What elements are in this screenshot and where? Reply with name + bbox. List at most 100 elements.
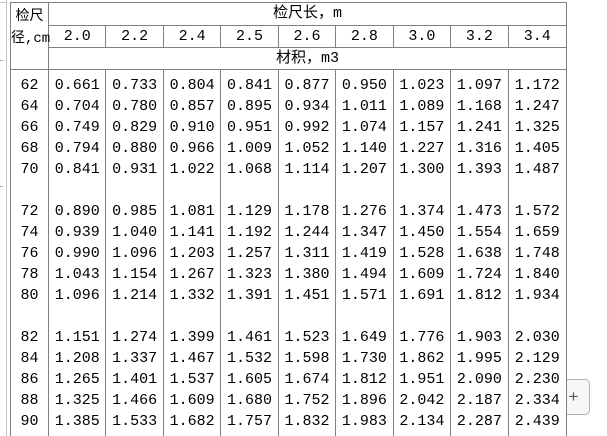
diameter-value: 78 bbox=[20, 266, 39, 283]
length-col-header: 3.2 bbox=[451, 26, 509, 47]
volume-value: 1.680 bbox=[227, 392, 273, 409]
group-spacer-line bbox=[164, 306, 220, 327]
volume-value: 1.983 bbox=[341, 413, 387, 430]
length-col-header: 2.8 bbox=[336, 26, 394, 47]
group-spacer-line bbox=[279, 306, 335, 327]
volume-value: 1.494 bbox=[341, 266, 387, 283]
volume-value: 1.332 bbox=[169, 287, 215, 304]
volume-value: 0.890 bbox=[54, 203, 100, 220]
volume-value: 0.950 bbox=[341, 77, 387, 94]
volume-value: 0.780 bbox=[112, 98, 158, 115]
volume-value: 0.857 bbox=[169, 98, 215, 115]
volume-value: 1.081 bbox=[169, 203, 215, 220]
group-spacer-line bbox=[106, 306, 162, 327]
volume-value: 1.450 bbox=[399, 224, 445, 241]
volume-value: 1.659 bbox=[514, 224, 560, 241]
volume-value: 1.316 bbox=[456, 140, 502, 157]
volume-value: 0.661 bbox=[54, 77, 100, 94]
volume-value: 1.467 bbox=[169, 350, 215, 367]
volume-value: 1.276 bbox=[341, 203, 387, 220]
length-col-header: 2.4 bbox=[164, 26, 222, 47]
volume-value: 1.009 bbox=[227, 140, 273, 157]
volume-value: 1.461 bbox=[227, 329, 273, 346]
volume-value: 0.985 bbox=[112, 203, 158, 220]
volume-value: 1.040 bbox=[112, 224, 158, 241]
volume-value: 1.385 bbox=[54, 413, 100, 430]
volume-value: 1.674 bbox=[284, 371, 330, 388]
volume-value: 0.794 bbox=[54, 140, 100, 157]
volume-value: 2.439 bbox=[514, 413, 560, 430]
volume-value: 2.287 bbox=[456, 413, 502, 430]
volume-value: 1.812 bbox=[341, 371, 387, 388]
volume-value: 1.724 bbox=[456, 266, 502, 283]
volume-value: 1.089 bbox=[399, 98, 445, 115]
left-frame-tick-mid bbox=[0, 60, 3, 61]
volume-value: 1.903 bbox=[456, 329, 502, 346]
volume-value: 1.571 bbox=[341, 287, 387, 304]
volume-value: 1.192 bbox=[227, 224, 273, 241]
volume-value: 1.151 bbox=[54, 329, 100, 346]
volume-value: 1.638 bbox=[456, 245, 502, 262]
volume-value: 1.405 bbox=[514, 140, 560, 157]
group-spacer-line bbox=[509, 306, 566, 327]
volume-value: 1.896 bbox=[341, 392, 387, 409]
volume-value: 1.528 bbox=[399, 245, 445, 262]
volume-value: 1.451 bbox=[284, 287, 330, 304]
volume-value: 1.752 bbox=[284, 392, 330, 409]
volume-value: 1.572 bbox=[514, 203, 560, 220]
volume-value: 1.951 bbox=[399, 371, 445, 388]
volume-value: 0.934 bbox=[284, 98, 330, 115]
diameter-value: 86 bbox=[20, 371, 39, 388]
left-frame-edge-line bbox=[6, 0, 7, 436]
volume-value: 0.931 bbox=[112, 161, 158, 178]
group-spacer-line bbox=[509, 180, 566, 201]
group-spacer-line bbox=[11, 180, 48, 201]
diameter-header-line1: 检尺 bbox=[15, 9, 44, 25]
volume-value: 1.682 bbox=[169, 413, 215, 430]
volume-value: 1.337 bbox=[112, 350, 158, 367]
volume-value: 2.042 bbox=[399, 392, 445, 409]
volume-value: 1.757 bbox=[227, 413, 273, 430]
volume-value: 2.134 bbox=[399, 413, 445, 430]
volume-value: 1.154 bbox=[112, 266, 158, 283]
volume-value: 0.951 bbox=[227, 119, 273, 136]
volume-column: 1.172 1.247 1.325 1.405 1.487 1.572 1.659 1.748… bbox=[509, 70, 566, 436]
volume-value: 1.532 bbox=[227, 350, 273, 367]
volume-column: 1.023 1.089 1.157 1.227 1.300 1.374 1.450 1.528… bbox=[394, 70, 452, 436]
group-spacer-line bbox=[106, 180, 162, 201]
volume-value: 2.030 bbox=[514, 329, 560, 346]
volume-value: 1.265 bbox=[54, 371, 100, 388]
volume-value: 1.274 bbox=[112, 329, 158, 346]
volume-value: 1.011 bbox=[341, 98, 387, 115]
volume-value: 1.401 bbox=[112, 371, 158, 388]
volume-value: 1.812 bbox=[456, 287, 502, 304]
volume-value: 0.804 bbox=[169, 77, 215, 94]
volume-value: 1.325 bbox=[54, 392, 100, 409]
volume-value: 1.214 bbox=[112, 287, 158, 304]
volume-header-cell: 材积，m3 bbox=[49, 48, 566, 70]
diameter-value: 76 bbox=[20, 245, 39, 262]
table-body: 62 64 66 68 70 72 74 76 78 80 82 84 86 88 90 0.661 0.704… bbox=[11, 70, 566, 436]
group-spacer-line bbox=[394, 180, 450, 201]
diameter-value: 66 bbox=[20, 119, 39, 136]
volume-value: 1.244 bbox=[284, 224, 330, 241]
volume-value: 1.068 bbox=[227, 161, 273, 178]
volume-value: 2.129 bbox=[514, 350, 560, 367]
volume-value: 1.052 bbox=[284, 140, 330, 157]
group-spacer-line bbox=[49, 306, 105, 327]
volume-value: 1.487 bbox=[514, 161, 560, 178]
length-col-header: 2.6 bbox=[279, 26, 337, 47]
volume-column: 0.877 0.934 0.992 1.052 1.114 1.178 1.244 1.311… bbox=[279, 70, 337, 436]
diameter-value: 70 bbox=[20, 161, 39, 178]
volume-value: 1.466 bbox=[112, 392, 158, 409]
volume-value: 0.992 bbox=[284, 119, 330, 136]
diameter-value: 74 bbox=[20, 224, 39, 241]
left-frame-tick-top bbox=[0, 2, 7, 3]
group-spacer-line bbox=[49, 180, 105, 201]
volume-value: 1.023 bbox=[399, 77, 445, 94]
group-spacer-line bbox=[279, 180, 335, 201]
volume-value: 1.300 bbox=[399, 161, 445, 178]
volume-value: 0.939 bbox=[54, 224, 100, 241]
left-frame-tick-low bbox=[0, 186, 3, 187]
